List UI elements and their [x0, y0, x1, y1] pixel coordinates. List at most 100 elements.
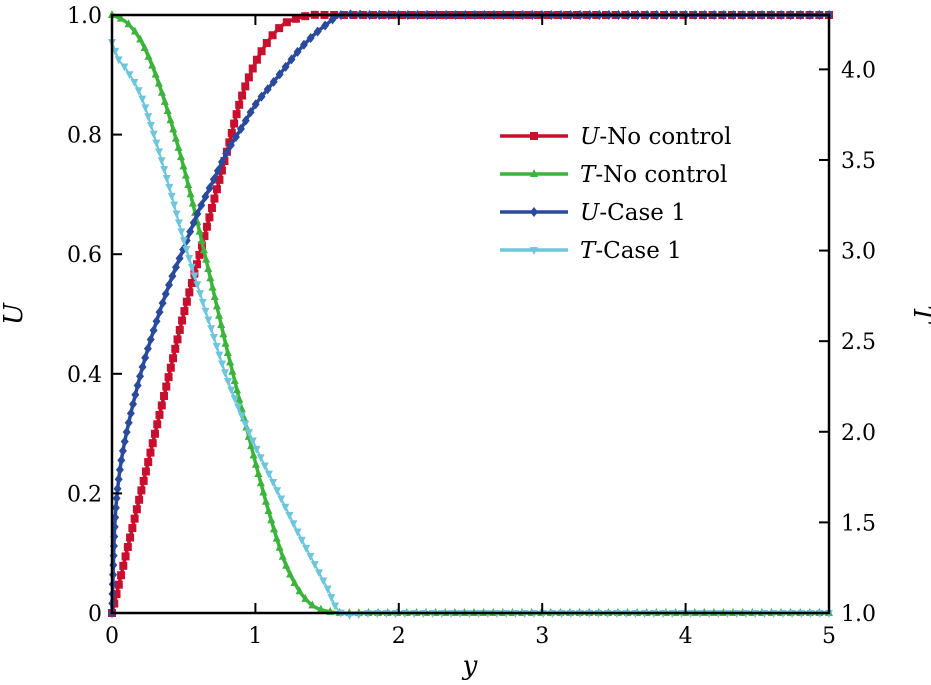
- x-tick-label: 3: [535, 624, 549, 649]
- data-point: [144, 458, 153, 467]
- legend-label: U-No control: [580, 124, 731, 150]
- data-point: [236, 123, 245, 134]
- data-point: [170, 201, 179, 210]
- data-point: [238, 91, 247, 100]
- data-point: [244, 429, 253, 438]
- data-point: [187, 263, 196, 272]
- data-point: [181, 170, 190, 179]
- y-left-tick-label: 0.4: [67, 363, 102, 388]
- data-point: [154, 78, 163, 87]
- data-point: [126, 408, 135, 419]
- data-point: [138, 361, 147, 372]
- y-right-tick-label: 2.0: [841, 421, 876, 446]
- data-point: [293, 528, 302, 537]
- data-point: [146, 121, 155, 130]
- legend-label-variable: U: [580, 124, 601, 150]
- data-point: [227, 386, 236, 395]
- data-point: [313, 26, 322, 37]
- data-point: [204, 316, 213, 325]
- data-point: [153, 420, 162, 429]
- data-point: [205, 182, 214, 193]
- data-point: [171, 262, 180, 273]
- data-point: [151, 69, 160, 78]
- data-point: [308, 600, 317, 609]
- data-point: [285, 512, 294, 521]
- data-point: [125, 71, 134, 80]
- data-point: [174, 219, 183, 228]
- x-tick-label: 4: [679, 624, 693, 649]
- legend-label-variable: T: [580, 162, 597, 188]
- data-point: [171, 344, 180, 353]
- data-point: [112, 493, 121, 504]
- data-point: [148, 439, 157, 448]
- data-point: [113, 483, 122, 494]
- data-point: [232, 110, 241, 119]
- data-point: [248, 64, 257, 73]
- data-point: [152, 316, 161, 327]
- data-point: [111, 502, 120, 513]
- data-point: [291, 14, 300, 23]
- data-point: [269, 76, 278, 87]
- data-point: [327, 594, 336, 603]
- x-tick-label: 1: [248, 624, 262, 649]
- data-point: [184, 179, 193, 188]
- data-point: [230, 395, 239, 404]
- data-point: [189, 217, 198, 228]
- data-point: [269, 524, 278, 533]
- data-point: [197, 235, 206, 244]
- data-point: [131, 389, 140, 400]
- data-point: [306, 32, 315, 43]
- data-point: [114, 474, 123, 485]
- data-point: [148, 60, 157, 69]
- y-right-tick-label: 3.0: [841, 240, 876, 265]
- data-point: [178, 316, 187, 325]
- data-point: [138, 95, 147, 104]
- legend-marker: [530, 132, 538, 140]
- data-point: [114, 580, 123, 589]
- data-point: [268, 31, 277, 40]
- data-point: [246, 107, 255, 118]
- data-point: [150, 429, 159, 438]
- data-point: [251, 459, 260, 468]
- data-point: [314, 569, 323, 578]
- data-point: [290, 577, 299, 586]
- data-point: [157, 157, 166, 166]
- series-layer: [108, 9, 833, 620]
- y-axis-left-label: U: [0, 302, 29, 325]
- data-point: [160, 166, 169, 175]
- data-point: [257, 91, 266, 102]
- data-point: [198, 298, 207, 307]
- data-point: [206, 273, 215, 282]
- data-point: [241, 82, 250, 91]
- data-point: [130, 26, 139, 35]
- y-right-tick-label: 4.0: [841, 58, 876, 83]
- data-point: [157, 87, 166, 96]
- data-point: [176, 152, 185, 161]
- data-point: [202, 254, 211, 263]
- data-point: [254, 468, 263, 477]
- y-axis-right-label: T: [907, 305, 931, 324]
- legend-label-rest: -Case 1: [599, 200, 685, 226]
- data-point: [230, 376, 239, 385]
- data-point: [215, 310, 224, 319]
- data-point: [234, 403, 243, 412]
- data-point: [230, 119, 239, 128]
- data-point: [120, 436, 129, 447]
- series-1: [108, 10, 833, 617]
- data-point: [193, 208, 202, 219]
- legend-label: T-Case 1: [580, 238, 682, 264]
- data-point: [278, 551, 287, 560]
- data-point: [179, 161, 188, 170]
- data-point: [109, 560, 118, 571]
- data-point: [137, 486, 146, 495]
- data-point: [328, 14, 337, 25]
- data-point: [256, 478, 265, 487]
- x-tick-label: 0: [105, 624, 119, 649]
- y-left-tick-label: 0.6: [67, 243, 102, 268]
- legend-item: U-No control: [500, 124, 731, 150]
- data-point: [218, 360, 227, 369]
- data-point: [275, 24, 284, 33]
- data-point: [210, 194, 219, 203]
- legend-label: U-Case 1: [580, 200, 686, 226]
